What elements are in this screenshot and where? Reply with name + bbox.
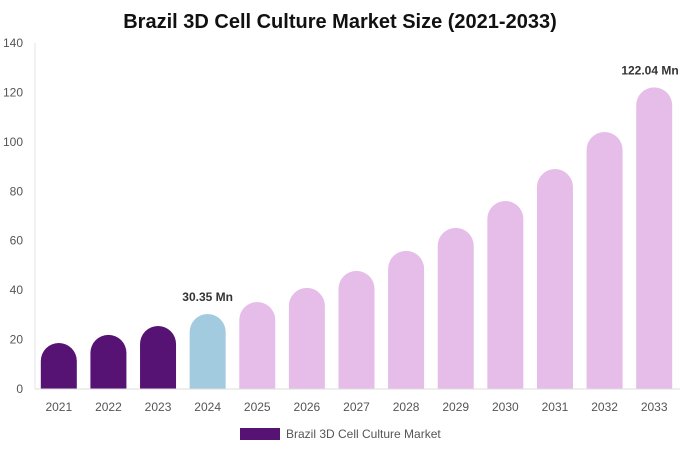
y-tick-label: 0 xyxy=(16,382,23,396)
legend-swatch xyxy=(240,428,280,440)
x-tick-label: 2031 xyxy=(542,400,569,414)
x-axis: 2021 2022 2023 2024 2025 2026 2027 2028 2029 2030… xyxy=(35,388,680,414)
bar-2029[interactable] xyxy=(437,227,474,389)
bar-2025[interactable] xyxy=(239,302,276,389)
legend[interactable]: Brazil 3D Cell Culture Market xyxy=(240,427,441,441)
bar-2031[interactable] xyxy=(536,169,573,389)
x-tick-label: 2022 xyxy=(95,400,122,414)
bar-2022[interactable] xyxy=(90,334,127,389)
y-tick-label: 20 xyxy=(10,333,24,347)
bar-2032[interactable] xyxy=(586,131,623,389)
x-tick-label: 2025 xyxy=(244,400,271,414)
y-tick-label: 60 xyxy=(10,234,24,248)
data-labels: 30.35 Mn 122.04 Mn xyxy=(182,63,678,304)
bar-2021[interactable] xyxy=(40,343,77,389)
y-tick-label: 100 xyxy=(3,135,23,149)
bars xyxy=(40,87,673,390)
y-axis: 0 20 40 60 80 100 120 140 xyxy=(3,36,36,396)
bar-2023[interactable] xyxy=(140,325,177,389)
x-tick-label: 2033 xyxy=(641,400,668,414)
data-label: 122.04 Mn xyxy=(621,63,678,77)
y-tick-label: 40 xyxy=(10,283,24,297)
x-tick-label: 2032 xyxy=(591,400,618,414)
y-tick-label: 80 xyxy=(10,184,24,198)
bar-2026[interactable] xyxy=(288,287,325,389)
x-tick-label: 2026 xyxy=(294,400,321,414)
bar-2024[interactable] xyxy=(189,313,226,389)
bar-2028[interactable] xyxy=(388,250,425,389)
x-tick-label: 2023 xyxy=(145,400,172,414)
x-tick-label: 2021 xyxy=(45,400,72,414)
y-tick-label: 120 xyxy=(3,85,23,99)
y-tick-label: 140 xyxy=(3,36,23,50)
data-label: 30.35 Mn xyxy=(182,290,233,304)
x-tick-label: 2028 xyxy=(393,400,420,414)
chart-title: Brazil 3D Cell Culture Market Size (2021… xyxy=(123,11,557,33)
bar-2030[interactable] xyxy=(487,200,524,389)
x-tick-label: 2024 xyxy=(194,400,221,414)
x-tick-label: 2029 xyxy=(442,400,469,414)
x-tick-label: 2027 xyxy=(343,400,370,414)
bar-2033[interactable] xyxy=(636,87,673,390)
legend-label: Brazil 3D Cell Culture Market xyxy=(286,427,441,441)
bar-2027[interactable] xyxy=(338,270,375,389)
x-tick-label: 2030 xyxy=(492,400,519,414)
